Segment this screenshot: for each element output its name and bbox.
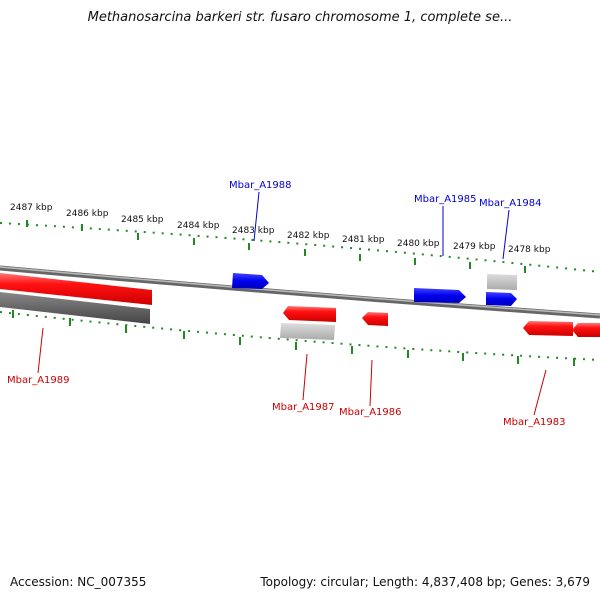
- tick-label: 2484 kbp: [177, 221, 220, 231]
- gene-arrow-mbar-a1983[interactable]: [523, 321, 573, 336]
- gene-label-mbar-a1988[interactable]: Mbar_A1988: [229, 180, 292, 191]
- chromosome-backbone-highlight: [0, 266, 600, 316]
- leader-line: [533, 369, 547, 416]
- tick-label: 2479 kbp: [453, 242, 496, 252]
- leader-line: [502, 209, 510, 260]
- reverse-gene-labels: Mbar_A1989 Mbar_A1987 Mbar_A1986 Mbar_A1…: [7, 327, 566, 428]
- map-title: Methanosarcina barkeri str. fusaro chrom…: [87, 10, 513, 25]
- gene-label-mbar-a1983[interactable]: Mbar_A1983: [503, 417, 566, 428]
- gene-segment-light[interactable]: [280, 323, 335, 340]
- gene-segment-light-small[interactable]: [487, 274, 517, 290]
- gene-label-mbar-a1985[interactable]: Mbar_A1985: [414, 194, 477, 205]
- tick-label: 2483 kbp: [232, 226, 275, 236]
- gene-label-mbar-a1987[interactable]: Mbar_A1987: [272, 402, 335, 413]
- gene-features: [0, 273, 600, 340]
- gene-label-mbar-a1986[interactable]: Mbar_A1986: [339, 407, 402, 418]
- gene-arrow-mbar-a1986[interactable]: [362, 312, 388, 326]
- tick-label: 2481 kbp: [342, 235, 385, 245]
- tick-label: 2482 kbp: [287, 231, 330, 241]
- accession-label: Accession: NC_007355: [10, 575, 147, 589]
- gene-arrow-mbar-a1988[interactable]: [232, 273, 269, 289]
- tick-label: 2487 kbp: [10, 203, 53, 213]
- chromosome-backbone: [0, 265, 600, 319]
- gene-arrow-mbar-a1984[interactable]: [486, 292, 517, 306]
- upper-scale-ruler: [0, 220, 600, 273]
- tick-label: 2480 kbp: [397, 239, 440, 249]
- leader-line: [369, 359, 373, 407]
- tick-label: 2478 kbp: [508, 245, 551, 255]
- gene-label-mbar-a1984[interactable]: Mbar_A1984: [479, 198, 542, 209]
- tick-label: 2485 kbp: [121, 215, 164, 225]
- leader-line: [302, 353, 308, 401]
- lower-scale-ruler: [0, 310, 600, 366]
- tick-labels: 2487 kbp 2486 kbp 2485 kbp 2484 kbp 2483…: [10, 203, 551, 255]
- leader-line: [253, 191, 260, 242]
- gene-arrow-edge[interactable]: [572, 323, 600, 337]
- gene-arrow-mbar-a1985[interactable]: [414, 288, 466, 303]
- gene-label-mbar-a1989[interactable]: Mbar_A1989: [7, 375, 70, 386]
- gene-segment-dark[interactable]: [0, 292, 150, 324]
- genome-stats-label: Topology: circular; Length: 4,837,408 bp…: [260, 575, 590, 589]
- leader-line: [37, 327, 44, 374]
- tick-label: 2486 kbp: [66, 209, 109, 219]
- gene-arrow-mbar-a1987[interactable]: [283, 306, 336, 322]
- gene-arrow-mbar-a1989[interactable]: [0, 273, 152, 305]
- forward-gene-labels: Mbar_A1988 Mbar_A1985 Mbar_A1984: [229, 180, 542, 260]
